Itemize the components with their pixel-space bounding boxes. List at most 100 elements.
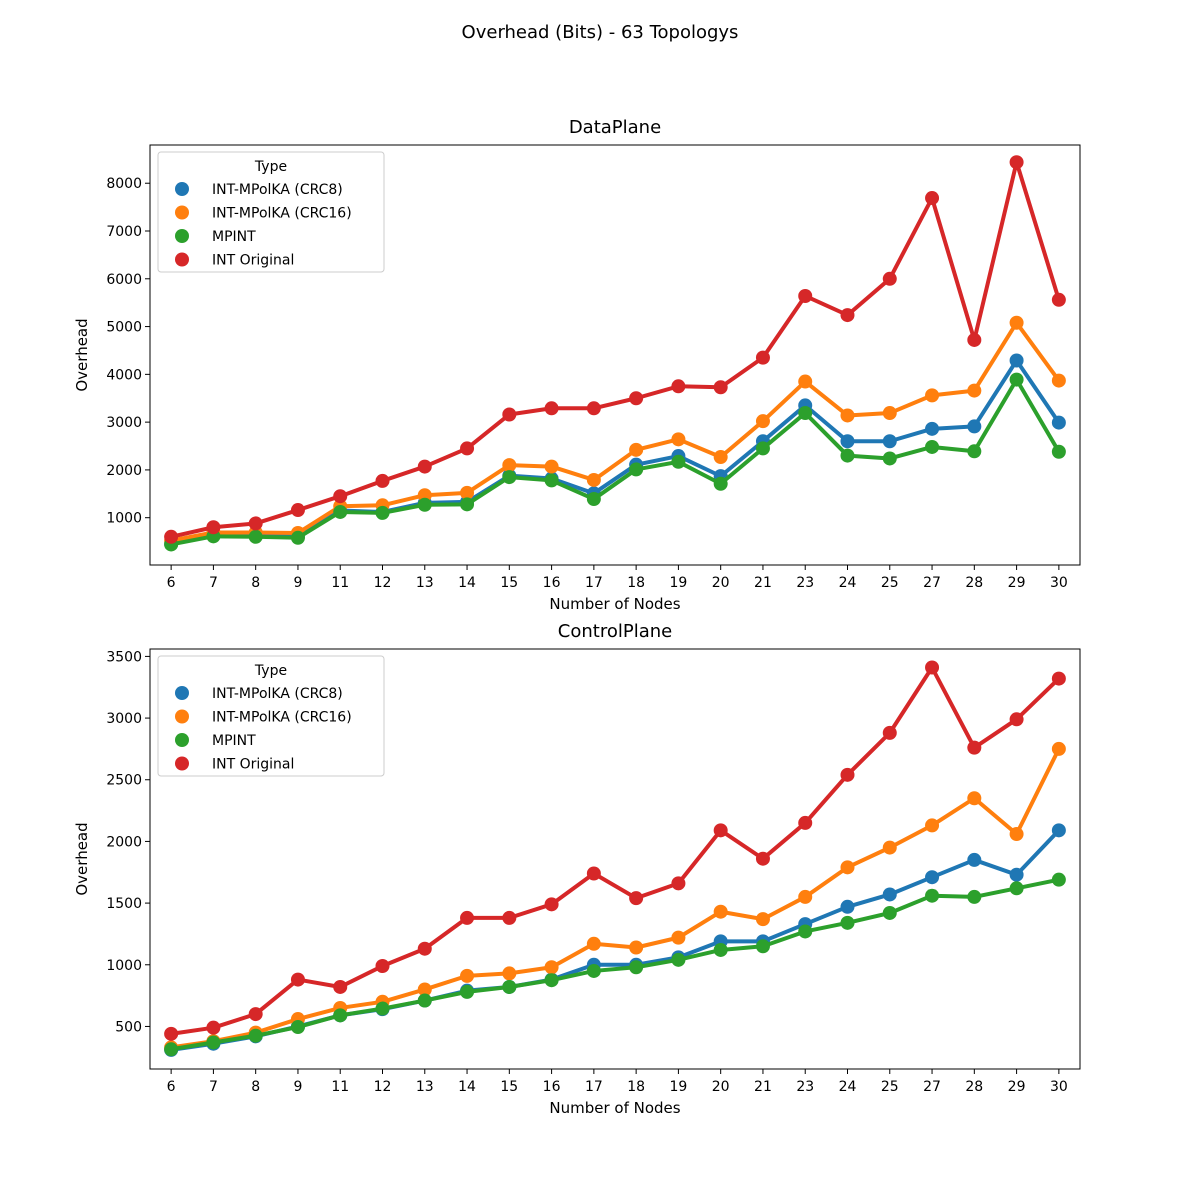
data-point-int-original bbox=[502, 910, 517, 925]
plot-series bbox=[164, 660, 1066, 1057]
data-point-mpint bbox=[882, 451, 897, 466]
data-point-int-original bbox=[925, 660, 940, 675]
data-point-int-original bbox=[882, 725, 897, 740]
data-point-mpint bbox=[840, 448, 855, 463]
x-tick-label: 8 bbox=[251, 575, 260, 591]
x-tick-label: 9 bbox=[293, 575, 302, 591]
data-point-int-mpolka-crc16 bbox=[798, 374, 813, 389]
data-point-mpint bbox=[755, 939, 770, 954]
data-point-int-mpolka-crc16 bbox=[840, 860, 855, 875]
chart-title: DataPlane bbox=[569, 117, 661, 138]
y-tick-label: 2500 bbox=[106, 773, 142, 789]
x-axis-label: Number of Nodes bbox=[549, 1099, 680, 1117]
data-point-int-original bbox=[333, 489, 348, 504]
data-point-int-mpolka-crc8 bbox=[1009, 353, 1024, 368]
data-point-int-original bbox=[544, 401, 559, 416]
x-tick-label: 19 bbox=[669, 1079, 687, 1095]
data-point-mpint bbox=[713, 942, 728, 957]
data-point-int-original bbox=[290, 503, 305, 518]
data-point-int-mpolka-crc16 bbox=[967, 383, 982, 398]
x-tick-label: 25 bbox=[881, 575, 899, 591]
data-point-mpint bbox=[544, 973, 559, 988]
legend-marker bbox=[175, 229, 189, 243]
data-point-int-mpolka-crc16 bbox=[1051, 741, 1066, 756]
data-point-int-original bbox=[417, 941, 432, 956]
y-tick-label: 500 bbox=[115, 1019, 142, 1035]
data-point-mpint bbox=[967, 444, 982, 459]
data-point-int-mpolka-crc16 bbox=[1009, 827, 1024, 842]
data-point-int-mpolka-crc16 bbox=[882, 840, 897, 855]
x-tick-label: 19 bbox=[669, 575, 687, 591]
data-point-int-original bbox=[882, 271, 897, 286]
data-point-int-mpolka-crc8 bbox=[925, 421, 940, 436]
data-point-int-mpolka-crc16 bbox=[544, 960, 559, 975]
data-point-mpint bbox=[544, 473, 559, 488]
data-point-mpint bbox=[460, 984, 475, 999]
plot-frame bbox=[149, 144, 1081, 566]
data-point-mpint bbox=[671, 454, 686, 469]
grid-and-ticks: 6 7 8 9 11 12 13 14 15 16 17 18 19 20 21 23 24 25 27 28 29 30… bbox=[106, 649, 1067, 1095]
data-point-int-original bbox=[629, 891, 644, 906]
y-tick-label: 8000 bbox=[106, 176, 142, 192]
legend-marker bbox=[175, 252, 189, 267]
data-point-mpint bbox=[1051, 444, 1066, 459]
x-tick-label: 6 bbox=[167, 1079, 176, 1095]
data-point-mpint bbox=[375, 1001, 390, 1016]
data-point-int-mpolka-crc16 bbox=[840, 408, 855, 423]
x-tick-label: 15 bbox=[500, 1079, 518, 1095]
legend-label: MPINT bbox=[212, 733, 256, 749]
chart-controlplane: ControlPlane Number of Nodes Overhead 6 7… bbox=[73, 621, 1081, 1117]
x-tick-label: 14 bbox=[458, 575, 476, 591]
legend-marker bbox=[175, 756, 189, 771]
data-point-mpint bbox=[502, 979, 517, 994]
legend-label: INT-MPolKA (CRC16) bbox=[212, 206, 352, 222]
legend-label: INT-MPolKA (CRC16) bbox=[212, 710, 352, 726]
data-point-int-mpolka-crc8 bbox=[882, 434, 897, 449]
x-tick-label: 29 bbox=[1008, 575, 1026, 591]
data-point-mpint bbox=[248, 1028, 263, 1043]
data-point-int-original bbox=[333, 979, 348, 994]
data-point-int-mpolka-crc16 bbox=[417, 982, 432, 997]
legend-marker bbox=[175, 182, 189, 196]
x-tick-label: 30 bbox=[1050, 1079, 1068, 1095]
data-point-int-mpolka-crc16 bbox=[671, 432, 686, 447]
data-point-int-original bbox=[586, 401, 601, 416]
data-point-mpint bbox=[671, 952, 686, 967]
data-point-int-mpolka-crc16 bbox=[502, 458, 517, 473]
data-point-int-original bbox=[755, 851, 770, 866]
data-point-mpint bbox=[1009, 881, 1024, 896]
y-tick-label: 3000 bbox=[106, 415, 142, 431]
data-point-int-original bbox=[713, 823, 728, 838]
y-axis-label: Overhead bbox=[73, 318, 91, 391]
series-line-mpint bbox=[169, 877, 1061, 1052]
legend-label: MPINT bbox=[212, 229, 256, 245]
data-point-mpint bbox=[713, 476, 728, 491]
data-point-mpint bbox=[798, 406, 813, 421]
data-point-mpint bbox=[629, 960, 644, 975]
y-tick-label: 3500 bbox=[106, 649, 142, 665]
data-point-int-mpolka-crc16 bbox=[925, 388, 940, 403]
data-point-int-original bbox=[544, 897, 559, 912]
data-point-int-mpolka-crc16 bbox=[460, 968, 475, 983]
x-tick-label: 12 bbox=[374, 575, 392, 591]
data-point-mpint bbox=[290, 530, 305, 545]
data-point-int-mpolka-crc16 bbox=[798, 889, 813, 904]
y-tick-label: 1000 bbox=[106, 958, 142, 974]
legend-label: INT-MPolKA (CRC8) bbox=[212, 686, 343, 702]
x-tick-label: 21 bbox=[754, 575, 772, 591]
chart-title: ControlPlane bbox=[558, 621, 672, 642]
legend: Type INT-MPolKA (CRC8) INT-MPolKA (CRC16) M… bbox=[157, 151, 385, 273]
x-tick-label: 25 bbox=[881, 1079, 899, 1095]
x-tick-label: 27 bbox=[923, 1079, 941, 1095]
data-point-mpint bbox=[417, 497, 432, 512]
x-tick-label: 30 bbox=[1050, 575, 1068, 591]
legend-label: INT-MPolKA (CRC8) bbox=[212, 182, 343, 198]
x-tick-label: 17 bbox=[585, 575, 603, 591]
data-point-mpint bbox=[586, 963, 601, 978]
x-tick-label: 12 bbox=[374, 1079, 392, 1095]
data-point-int-original bbox=[798, 288, 813, 303]
x-tick-label: 8 bbox=[251, 1079, 260, 1095]
data-point-int-mpolka-crc16 bbox=[460, 485, 475, 500]
legend-marker bbox=[175, 686, 189, 700]
